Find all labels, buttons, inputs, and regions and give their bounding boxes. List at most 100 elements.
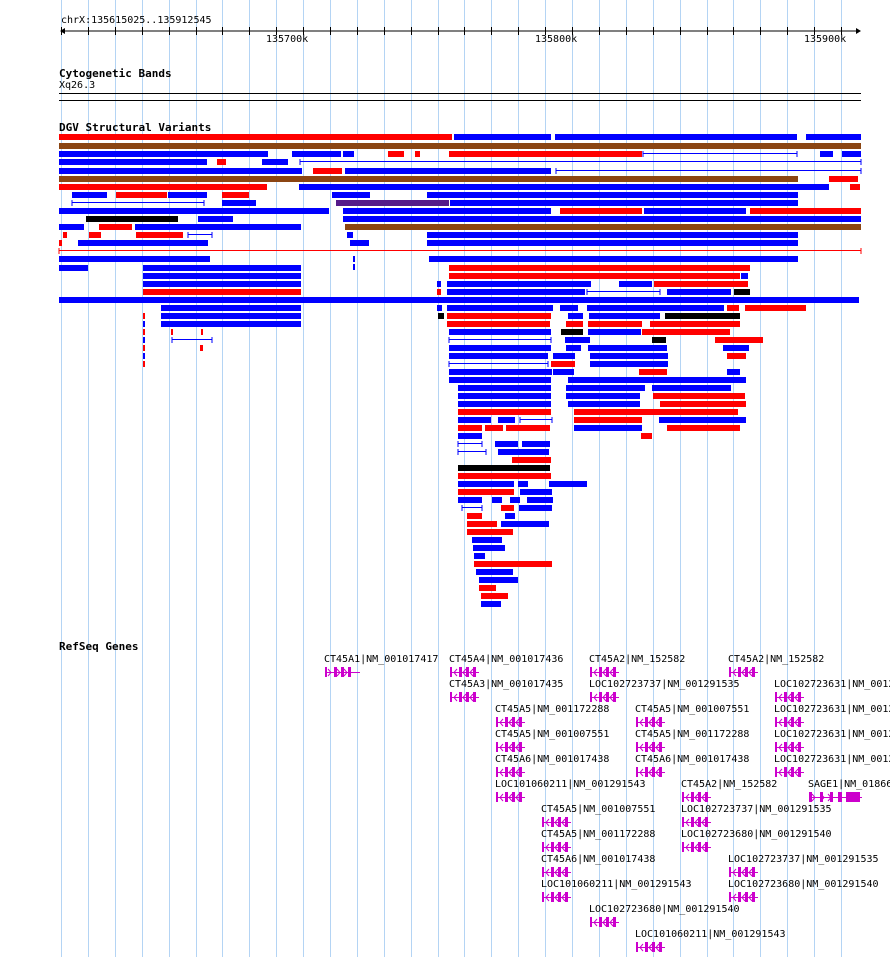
gene-model[interactable] (495, 716, 527, 728)
structural-variant[interactable] (820, 151, 833, 157)
structural-variant[interactable] (143, 265, 301, 271)
structural-variant[interactable] (59, 151, 268, 157)
structural-variant[interactable] (553, 353, 575, 359)
structural-variant[interactable] (510, 497, 520, 503)
structural-variant[interactable] (806, 134, 861, 140)
gene-label[interactable]: CT45A5|NM_001007551 (541, 804, 656, 815)
structural-variant[interactable] (560, 305, 578, 311)
gene-model[interactable] (635, 741, 667, 753)
gene-model[interactable] (589, 916, 621, 928)
structural-variant[interactable] (458, 489, 514, 495)
structural-variant[interactable] (99, 224, 132, 230)
gene-model[interactable] (495, 791, 527, 803)
structural-variant[interactable] (745, 305, 806, 311)
structural-variant[interactable] (566, 321, 583, 327)
gene-model[interactable] (635, 716, 667, 728)
structural-variant[interactable] (345, 224, 861, 230)
structural-variant[interactable] (201, 329, 203, 335)
gene-label[interactable]: LOC102723631|NM_001291535 (774, 679, 890, 690)
structural-variant[interactable] (313, 168, 342, 174)
gene-label[interactable]: LOC102723737|NM_001291535 (589, 679, 740, 690)
structural-variant[interactable] (353, 264, 355, 270)
structural-variant[interactable] (59, 265, 88, 271)
structural-variant[interactable] (143, 289, 301, 295)
structural-variant[interactable] (262, 159, 288, 165)
structural-variant[interactable] (198, 216, 233, 222)
structural-variant[interactable] (588, 329, 641, 335)
structural-variant[interactable] (171, 329, 173, 335)
gene-model[interactable] (728, 866, 760, 878)
structural-variant[interactable] (512, 457, 551, 463)
structural-variant[interactable] (498, 449, 549, 455)
structural-variant[interactable] (589, 313, 660, 319)
structural-variant[interactable] (654, 281, 748, 287)
gene-label[interactable]: LOC101060211|NM_001291543 (541, 879, 692, 890)
structural-variant[interactable] (143, 321, 145, 327)
structural-variant[interactable] (561, 329, 583, 335)
structural-variant[interactable] (222, 200, 256, 206)
structural-variant[interactable] (447, 305, 553, 311)
structural-variant[interactable] (438, 313, 444, 319)
structural-variant[interactable] (653, 393, 745, 399)
structural-variant[interactable] (727, 353, 746, 359)
structural-variant[interactable] (59, 224, 84, 230)
structural-variant[interactable] (449, 265, 750, 271)
gene-label[interactable]: CT45A5|NM_001172288 (495, 704, 610, 715)
structural-variant[interactable] (168, 192, 207, 198)
structural-variant[interactable] (343, 208, 551, 214)
gene-model[interactable] (774, 766, 806, 778)
structural-variant[interactable] (474, 553, 485, 559)
structural-variant[interactable] (447, 281, 591, 287)
structural-variant[interactable] (568, 401, 640, 407)
structural-variant[interactable] (506, 425, 550, 431)
structural-variant[interactable] (299, 184, 829, 190)
structural-variant[interactable] (427, 240, 798, 246)
gene-model[interactable] (495, 766, 527, 778)
gene-model[interactable] (541, 816, 573, 828)
structural-variant[interactable] (520, 489, 552, 495)
structural-variant[interactable] (495, 441, 518, 447)
structural-variant[interactable] (527, 497, 553, 503)
structural-variant[interactable] (143, 329, 145, 335)
structural-variant[interactable] (72, 192, 107, 198)
gene-label[interactable]: CT45A6|NM_001017438 (495, 754, 610, 765)
gene-label[interactable]: CT45A5|NM_001007551 (495, 729, 610, 740)
structural-variant[interactable] (665, 313, 740, 319)
gene-label[interactable]: CT45A5|NM_001172288 (635, 729, 750, 740)
gene-label[interactable]: CT45A5|NM_001007551 (635, 704, 750, 715)
structural-variant[interactable] (458, 481, 514, 487)
structural-variant[interactable] (59, 208, 329, 214)
structural-variant[interactable] (449, 151, 642, 157)
structural-variant[interactable] (501, 505, 514, 511)
gene-model[interactable] (635, 941, 667, 953)
structural-variant[interactable] (574, 409, 738, 415)
structural-variant[interactable] (353, 256, 355, 262)
structural-variant[interactable] (660, 401, 746, 407)
structural-variant[interactable] (427, 232, 798, 238)
structural-variant[interactable] (472, 537, 502, 543)
structural-variant[interactable] (116, 192, 167, 198)
structural-variant[interactable] (667, 377, 746, 383)
structural-variant[interactable] (59, 143, 861, 149)
gene-label[interactable]: LOC102723631|NM_001291535 (774, 729, 890, 740)
structural-variant[interactable] (479, 577, 518, 583)
gene-model[interactable] (635, 766, 667, 778)
gene-model[interactable] (449, 691, 481, 703)
structural-variant[interactable] (450, 200, 798, 206)
structural-variant[interactable] (519, 505, 552, 511)
structural-variant[interactable] (449, 329, 551, 335)
structural-variant[interactable] (723, 345, 749, 351)
structural-variant[interactable] (458, 465, 550, 471)
structural-variant[interactable] (63, 232, 67, 238)
structural-variant[interactable] (347, 232, 353, 238)
gene-label[interactable]: CT45A6|NM_001017438 (635, 754, 750, 765)
structural-variant[interactable] (574, 417, 642, 423)
structural-variant[interactable] (222, 192, 249, 198)
structural-variant[interactable] (161, 313, 301, 319)
structural-variant[interactable] (590, 353, 668, 359)
structural-variant[interactable] (715, 337, 763, 343)
structural-variant[interactable] (292, 151, 341, 157)
structural-variant[interactable] (850, 184, 860, 190)
structural-variant[interactable] (590, 361, 668, 367)
